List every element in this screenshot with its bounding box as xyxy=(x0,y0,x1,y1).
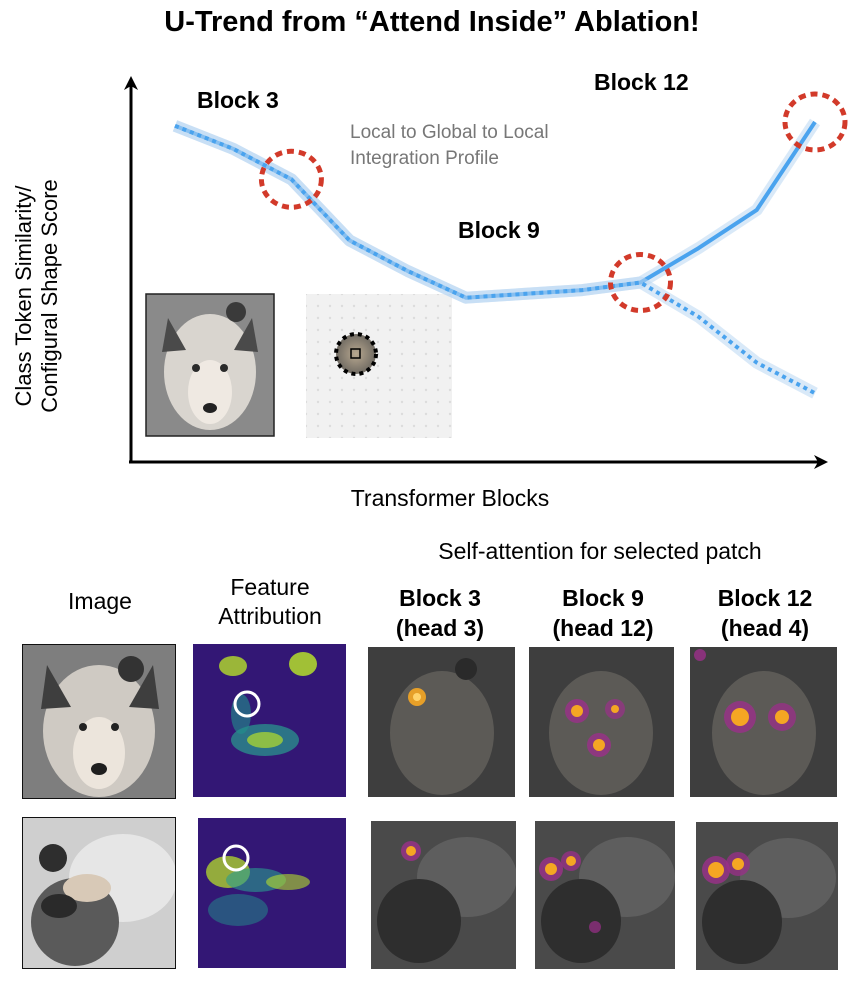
annotation-block-12: Block 12 xyxy=(594,69,689,95)
col-header-b3-line-1: Block 3 xyxy=(399,585,481,611)
highlight-circle-block-12 xyxy=(782,91,848,153)
annotation-block-3: Block 3 xyxy=(197,87,279,113)
row1-wolf-image xyxy=(22,644,176,799)
row1-block9-attention xyxy=(529,647,674,797)
series-2-line xyxy=(174,123,816,395)
col-header-b12-line-1: Block 12 xyxy=(717,585,813,611)
row2-block3-attention xyxy=(371,821,516,969)
row1-block3-attention xyxy=(368,647,515,797)
col-header-attr-line-2: Attribution xyxy=(218,603,322,629)
u-trend-chart: Block 3 Block 9 Block 12 Local to Global… xyxy=(124,69,848,469)
annotation-block-9: Block 9 xyxy=(458,217,540,243)
row2-block12-attention xyxy=(696,822,838,970)
col-header-b9-line-1: Block 9 xyxy=(562,585,644,611)
inset-ablated-image xyxy=(306,294,452,438)
col-header-b9-line-2: (head 12) xyxy=(552,615,654,641)
highlight-circle-block-9 xyxy=(608,252,673,313)
section-title: Self-attention for selected patch xyxy=(438,538,762,564)
col-header-attr-line-1: Feature xyxy=(230,574,310,600)
inset-wolf-image xyxy=(145,293,275,437)
y-axis-label: Class Token Similarity/ Configural Shape… xyxy=(11,179,62,413)
row2-wolf-image xyxy=(22,817,176,969)
annotation-profile-line-1: Local to Global to Local xyxy=(350,122,549,143)
row1-block12-attention xyxy=(690,647,837,797)
annotation-profile-line-2: Integration Profile xyxy=(350,148,499,169)
col-header-b3-line-2: (head 3) xyxy=(395,615,485,641)
row1-feature-attribution xyxy=(193,644,346,797)
col-header-image: Image xyxy=(68,588,132,614)
chart-title: U-Trend from “Attend Inside” Ablation! xyxy=(164,6,700,38)
row2-feature-attribution xyxy=(198,818,346,968)
highlight-circle-block-3 xyxy=(258,148,324,210)
x-axis-label: Transformer Blocks xyxy=(350,485,550,511)
row2-block9-attention xyxy=(535,821,675,969)
col-header-b12-line-2: (head 4) xyxy=(720,615,810,641)
